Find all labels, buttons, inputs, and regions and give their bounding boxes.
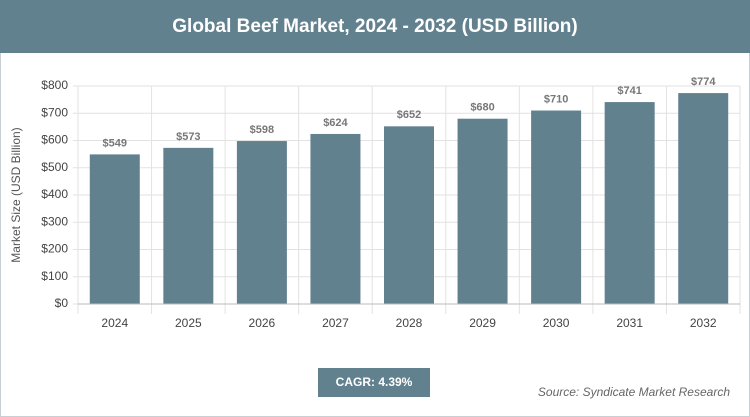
bar bbox=[236, 141, 287, 304]
cagr-label: CAGR: 4.39% bbox=[336, 375, 413, 389]
x-tick-label: 2026 bbox=[249, 316, 276, 330]
value-label: $741 bbox=[617, 85, 641, 97]
y-tick-label: $100 bbox=[41, 269, 68, 283]
x-tick-label: 2031 bbox=[616, 316, 643, 330]
bar bbox=[163, 147, 214, 304]
value-label: $598 bbox=[250, 124, 274, 136]
bar bbox=[310, 133, 361, 304]
y-tick-label: $800 bbox=[41, 78, 68, 92]
x-tick-label: 2024 bbox=[101, 316, 128, 330]
y-tick-label: $400 bbox=[41, 187, 68, 201]
value-label: $774 bbox=[691, 76, 716, 88]
x-tick-label: 2028 bbox=[396, 316, 423, 330]
x-tick-label: 2025 bbox=[175, 316, 202, 330]
y-tick-label: $500 bbox=[41, 160, 68, 174]
bar bbox=[604, 102, 655, 304]
value-label: $549 bbox=[103, 137, 127, 149]
x-tick-label: 2030 bbox=[543, 316, 570, 330]
x-tick-label: 2027 bbox=[322, 316, 349, 330]
bar bbox=[457, 118, 508, 304]
source: Source: Syndicate Market Research bbox=[538, 385, 730, 399]
bar bbox=[89, 154, 140, 304]
y-tick-label: $300 bbox=[41, 214, 68, 228]
value-label: $624 bbox=[323, 117, 348, 129]
x-tick-label: 2029 bbox=[469, 316, 496, 330]
x-tick-label: 2032 bbox=[690, 316, 717, 330]
y-tick-label: $600 bbox=[41, 133, 68, 147]
header bbox=[0, 0, 750, 53]
value-label: $573 bbox=[176, 131, 200, 143]
chart-title: Global Beef Market, 2024 - 2032 (USD Bil… bbox=[172, 16, 577, 37]
cagr-box bbox=[318, 368, 430, 397]
value-label: $652 bbox=[397, 109, 421, 121]
value-label: $710 bbox=[544, 93, 568, 105]
y-tick-label: $200 bbox=[41, 242, 68, 256]
bar bbox=[531, 110, 582, 305]
y-tick-label: $0 bbox=[55, 296, 69, 310]
bar bbox=[384, 126, 434, 304]
bar bbox=[678, 93, 729, 305]
y-tick-label: $700 bbox=[41, 105, 68, 119]
y-axis-label: Market Size (USD Billion) bbox=[9, 127, 23, 262]
value-label: $680 bbox=[470, 102, 494, 114]
